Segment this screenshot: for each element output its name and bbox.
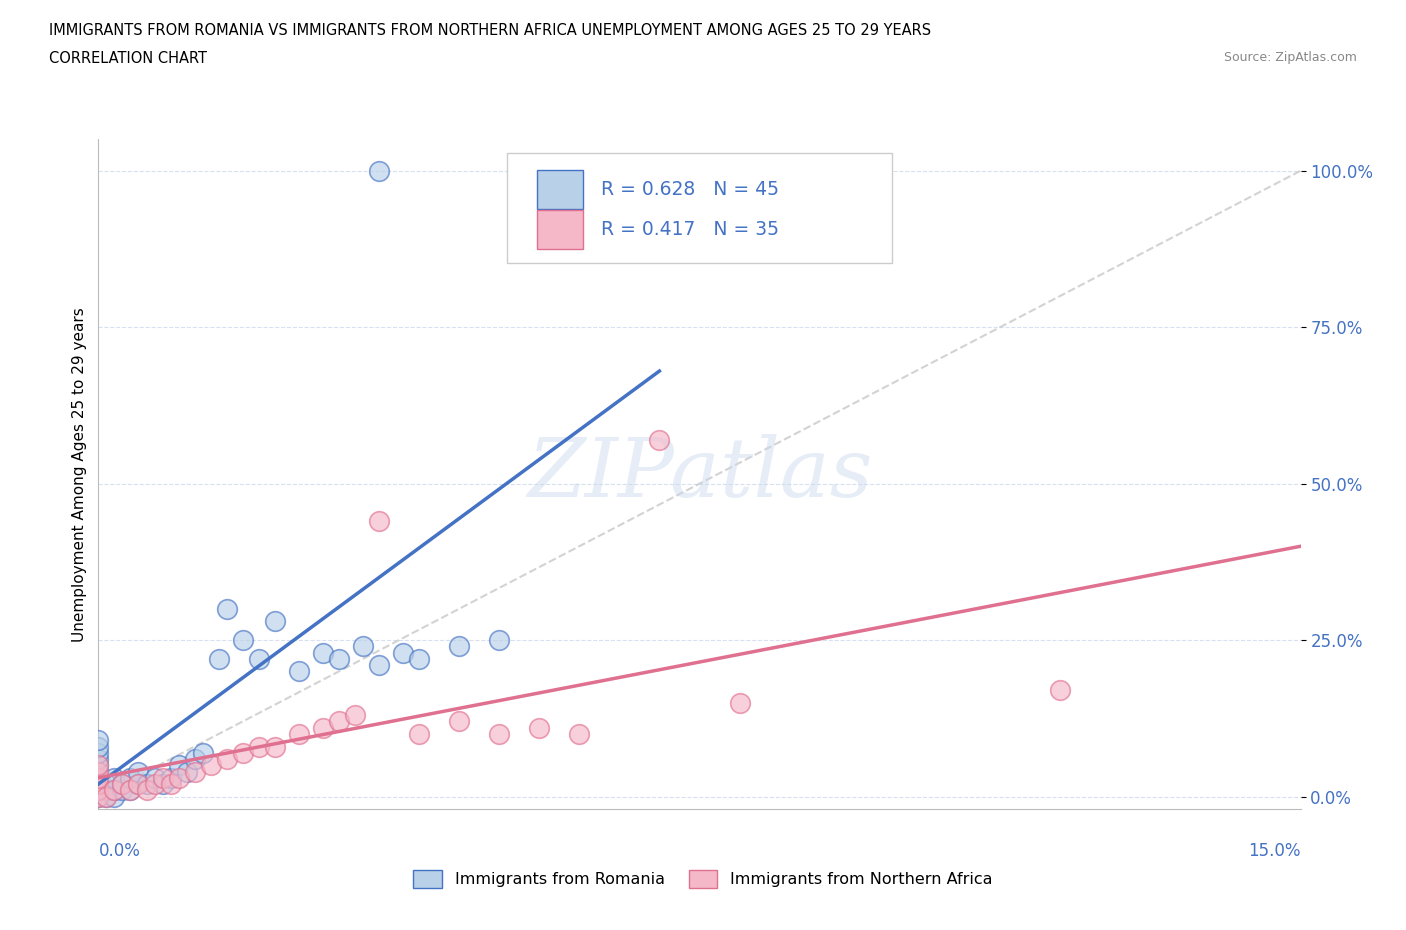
Text: Source: ZipAtlas.com: Source: ZipAtlas.com <box>1223 51 1357 64</box>
Point <box>152 777 174 791</box>
Point <box>368 164 391 179</box>
Point <box>87 733 110 748</box>
Point <box>87 790 110 804</box>
Point <box>111 783 134 798</box>
Point <box>408 726 430 741</box>
Point <box>120 783 142 798</box>
Point <box>728 696 751 711</box>
Point <box>87 783 110 798</box>
Point <box>152 770 174 785</box>
Point <box>103 770 125 785</box>
Text: R = 0.417   N = 35: R = 0.417 N = 35 <box>600 220 779 239</box>
Text: IMMIGRANTS FROM ROMANIA VS IMMIGRANTS FROM NORTHERN AFRICA UNEMPLOYMENT AMONG AG: IMMIGRANTS FROM ROMANIA VS IMMIGRANTS FR… <box>49 23 931 38</box>
Point <box>167 770 190 785</box>
Point <box>215 602 238 617</box>
Point <box>96 777 118 791</box>
Point <box>232 632 254 647</box>
Point <box>128 777 150 791</box>
Point <box>87 790 110 804</box>
Point <box>208 652 231 667</box>
Point <box>447 714 470 729</box>
Point <box>488 632 510 647</box>
Point <box>247 739 270 754</box>
Y-axis label: Unemployment Among Ages 25 to 29 years: Unemployment Among Ages 25 to 29 years <box>72 307 87 642</box>
Point <box>87 777 110 791</box>
Point <box>263 739 285 754</box>
Point <box>288 664 311 679</box>
Text: 15.0%: 15.0% <box>1249 842 1301 860</box>
Point <box>529 721 551 736</box>
Point <box>368 658 391 672</box>
Point <box>96 790 118 804</box>
Point <box>328 714 350 729</box>
Point <box>87 764 110 779</box>
Text: R = 0.628   N = 45: R = 0.628 N = 45 <box>600 180 779 199</box>
Point <box>488 726 510 741</box>
Point <box>87 783 110 798</box>
Point <box>191 745 214 760</box>
Point <box>128 764 150 779</box>
Point <box>143 777 166 791</box>
Point <box>135 783 157 798</box>
Point <box>447 639 470 654</box>
Point <box>143 770 166 785</box>
Point <box>135 777 157 791</box>
Point <box>183 751 205 766</box>
Point <box>648 432 671 447</box>
Text: CORRELATION CHART: CORRELATION CHART <box>49 51 207 66</box>
Point <box>87 745 110 760</box>
Legend: Immigrants from Romania, Immigrants from Northern Africa: Immigrants from Romania, Immigrants from… <box>406 864 1000 894</box>
Point <box>111 777 134 791</box>
Point <box>87 764 110 779</box>
Point <box>96 783 118 798</box>
Point <box>103 783 125 798</box>
Point <box>312 721 335 736</box>
Point <box>1049 683 1071 698</box>
Point <box>352 639 374 654</box>
FancyBboxPatch shape <box>508 153 891 263</box>
Point <box>87 758 110 773</box>
Text: 0.0%: 0.0% <box>98 842 141 860</box>
Point <box>312 645 335 660</box>
Point <box>159 770 181 785</box>
Point <box>87 751 110 766</box>
Point <box>111 777 134 791</box>
Point <box>128 777 150 791</box>
Point <box>87 758 110 773</box>
Point <box>232 745 254 760</box>
FancyBboxPatch shape <box>537 210 583 249</box>
Point <box>408 652 430 667</box>
Point <box>103 790 125 804</box>
Point <box>103 783 125 798</box>
Point <box>87 770 110 785</box>
Point <box>87 739 110 754</box>
Point <box>87 777 110 791</box>
Point <box>87 770 110 785</box>
Point <box>568 726 591 741</box>
Point <box>167 758 190 773</box>
Point <box>200 758 222 773</box>
Point <box>328 652 350 667</box>
Point <box>215 751 238 766</box>
Point <box>120 783 142 798</box>
Point <box>392 645 415 660</box>
Point <box>96 790 118 804</box>
Point <box>176 764 198 779</box>
Point <box>120 770 142 785</box>
Point <box>159 777 181 791</box>
Point <box>343 708 366 723</box>
Point <box>368 513 391 528</box>
Point <box>288 726 311 741</box>
FancyBboxPatch shape <box>537 170 583 209</box>
Point <box>183 764 205 779</box>
Point <box>263 614 285 629</box>
Point <box>247 652 270 667</box>
Text: ZIPatlas: ZIPatlas <box>527 434 872 514</box>
